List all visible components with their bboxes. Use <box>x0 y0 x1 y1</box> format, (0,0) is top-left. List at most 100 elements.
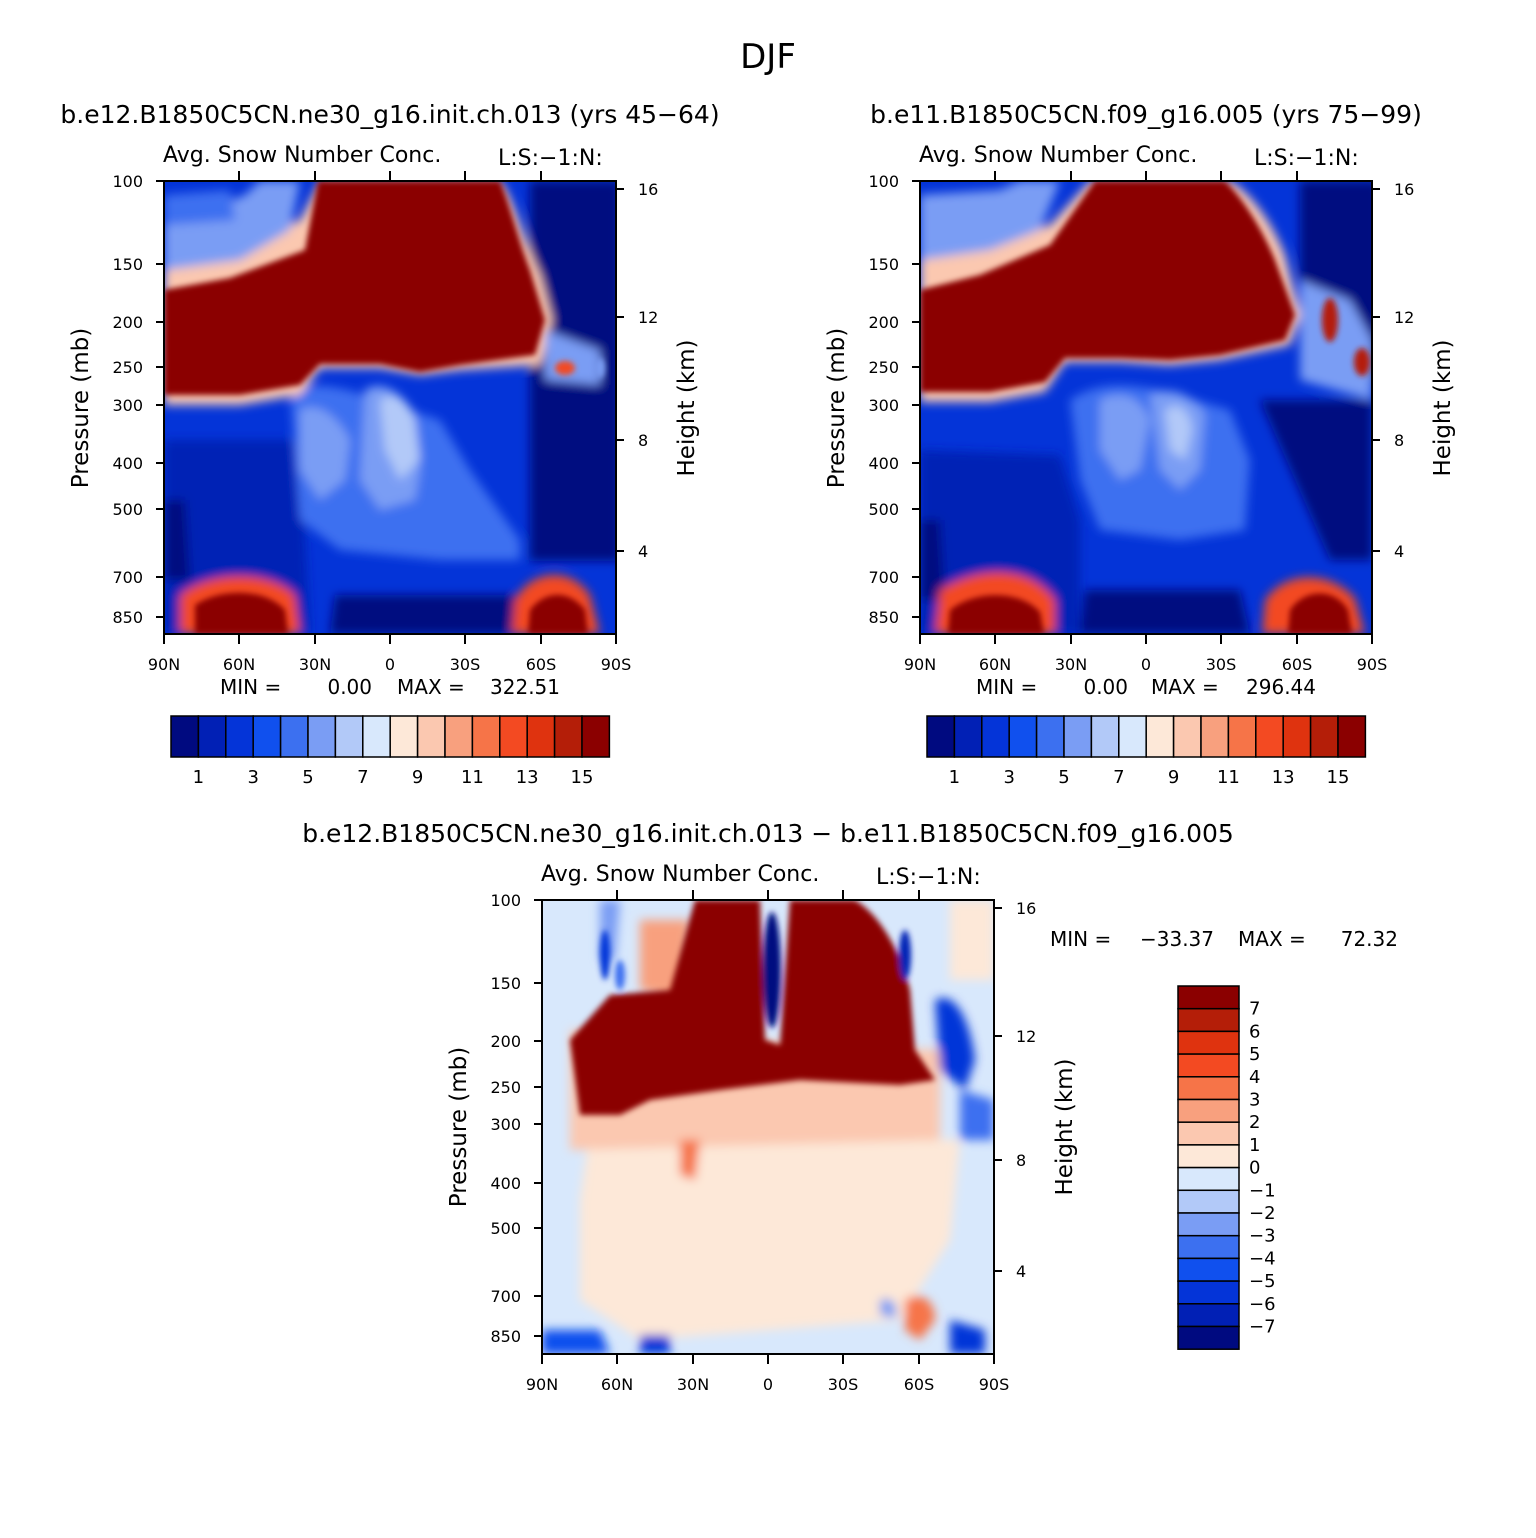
colorbar-swatch <box>252 715 282 758</box>
colorbar-swatch <box>1177 1144 1240 1169</box>
colorbar-label: 13 <box>516 767 539 788</box>
panel-diff-min-value: −33.37 <box>1140 927 1214 951</box>
panel-diff-ylabel: Pressure (mb) <box>446 1047 472 1207</box>
panel-diff-y2-tick: 4 <box>1016 1262 1026 1281</box>
colorbar-swatch <box>416 715 446 758</box>
panel-2-y-tick: 150 <box>868 255 899 274</box>
panel-diff-y2label: Height (km) <box>1052 1058 1078 1195</box>
panel-2-x-tick: 0 <box>1141 655 1151 674</box>
colorbar-swatch <box>1177 1076 1240 1101</box>
colorbar-swatch <box>1090 715 1120 758</box>
colorbar-swatch <box>334 715 364 758</box>
colorbar-label: 4 <box>1249 1067 1260 1088</box>
panel-1-right-tag: L:S:−1:N: <box>498 146 603 171</box>
panel-2-x-tick: 90N <box>904 655 936 674</box>
panel-1-x-tick: 60N <box>223 655 255 674</box>
colorbar-swatch <box>1177 1325 1240 1350</box>
colorbar-label: 2 <box>1249 1112 1260 1133</box>
colorbar-swatch <box>1177 1212 1240 1237</box>
panel-2-max-value: 296.44 <box>1246 675 1316 699</box>
colorbar-label: 7 <box>1249 999 1260 1020</box>
colorbar-label: 7 <box>1113 767 1124 788</box>
colorbar-label: 11 <box>1217 767 1240 788</box>
panel-1-y-tick: 200 <box>112 313 143 332</box>
panel-1-x-tick: 90N <box>148 655 180 674</box>
panel-diff-field <box>542 900 994 1354</box>
panel-2-x-tick: 30N <box>1055 655 1087 674</box>
panel-diff-max-label: MAX = <box>1238 927 1306 951</box>
panel-1-y2-tick-labels: 16 12 8 4 <box>638 180 658 561</box>
panel-diff-y-tick: 500 <box>490 1219 521 1238</box>
panel-1-max-value: 322.51 <box>490 675 560 699</box>
colorbar-swatch <box>1282 715 1312 758</box>
colorbar-swatch <box>1177 1166 1240 1192</box>
colorbar-label: 5 <box>1249 1044 1260 1065</box>
colorbar-label: −5 <box>1249 1271 1276 1292</box>
colorbar-swatch <box>170 715 200 758</box>
panel-2-y2-tick: 4 <box>1394 542 1404 561</box>
panel-1-min-value: 0.00 <box>327 675 372 699</box>
panel-1-x-tick: 90S <box>601 655 632 674</box>
colorbar-swatch <box>1177 1280 1240 1305</box>
colorbar-swatch <box>197 715 227 758</box>
panel-2-x-tick-labels: 90N 60N 30N 0 30S 60S 90S <box>904 655 1387 674</box>
colorbar-label: 15 <box>1327 767 1350 788</box>
colorbar-swatch <box>1227 715 1257 758</box>
colorbar-swatch <box>1177 1053 1240 1078</box>
panel-1-ylabel: Pressure (mb) <box>68 328 94 488</box>
panel-diff-y-tick: 700 <box>490 1287 521 1306</box>
colorbar-label: 13 <box>1272 767 1295 788</box>
colorbar-swatch <box>1177 1030 1240 1055</box>
colorbar-label: −6 <box>1249 1294 1276 1315</box>
colorbar-swatch <box>1172 715 1202 758</box>
colorbar-swatch <box>444 715 474 758</box>
panel-2-y-tick: 200 <box>868 313 899 332</box>
panel-2-right-tag: L:S:−1:N: <box>1254 146 1359 171</box>
panel-1-ticks <box>156 171 624 644</box>
colorbar-swatch <box>1255 715 1284 758</box>
colorbar-swatch <box>362 715 391 758</box>
colorbar-label: −1 <box>1249 1180 1276 1201</box>
panel-diff-y-tick-labels: 100 150 200 250 300 400 500 700 850 <box>490 891 521 1346</box>
panel-2-x-tick: 60N <box>979 655 1011 674</box>
panel-diff-x-tick: 0 <box>763 1375 773 1394</box>
colorbar-swatch <box>1145 715 1175 758</box>
panel-2-y-tick: 850 <box>868 608 899 627</box>
panel-diff-x-tick: 60N <box>601 1375 633 1394</box>
panel-diff-y2-tick: 12 <box>1016 1027 1036 1046</box>
colorbar-label: 9 <box>412 767 423 788</box>
panel-2-min-value: 0.00 <box>1083 675 1128 699</box>
colorbar-swatch <box>926 715 956 758</box>
panel-diff-x-tick: 30S <box>828 1375 859 1394</box>
panel-2-y-tick: 100 <box>868 172 899 191</box>
panel-1-x-tick: 30S <box>450 655 481 674</box>
panel-diff-y-tick: 100 <box>490 891 521 910</box>
panel-2-y2-tick: 16 <box>1394 180 1414 199</box>
colorbar-swatch <box>526 715 556 758</box>
colorbar-label: 15 <box>571 767 594 788</box>
panel-2-y2-tick: 8 <box>1394 431 1404 450</box>
panel-2: b.e11.B1850C5CN.f09_g16.005 (yrs 75−99) … <box>824 100 1456 788</box>
colorbar-label: 7 <box>357 767 368 788</box>
panel-2-y-tick: 400 <box>868 454 899 473</box>
colorbar-label: 0 <box>1249 1158 1260 1179</box>
colorbar-swatch <box>1063 715 1093 758</box>
panel-diff-max-value: 72.32 <box>1341 927 1398 951</box>
panel-1-x-tick: 0 <box>385 655 395 674</box>
colorbar-swatch <box>1177 1098 1240 1123</box>
panel-diff-y-tick: 850 <box>490 1327 521 1346</box>
panel-2-y-tick: 500 <box>868 500 899 519</box>
panel-1-y-tick: 300 <box>112 396 143 415</box>
colorbar-label: 1 <box>1249 1135 1260 1156</box>
panel-1-y-tick: 850 <box>112 608 143 627</box>
colorbar-label: 3 <box>1003 767 1014 788</box>
panel-diff-x-tick: 30N <box>677 1375 709 1394</box>
panel-2-ylabel: Pressure (mb) <box>824 328 850 488</box>
colorbar-swatch <box>1008 715 1038 758</box>
colorbar-swatch <box>1177 1007 1240 1033</box>
panel-1-y2-tick: 4 <box>638 542 648 561</box>
panel-diff: b.e12.B1850C5CN.ne30_g16.init.ch.013 − b… <box>302 819 1398 1394</box>
panel-diff-y2-tick: 16 <box>1016 899 1036 918</box>
panel-diff-min-label: MIN = <box>1050 927 1111 951</box>
